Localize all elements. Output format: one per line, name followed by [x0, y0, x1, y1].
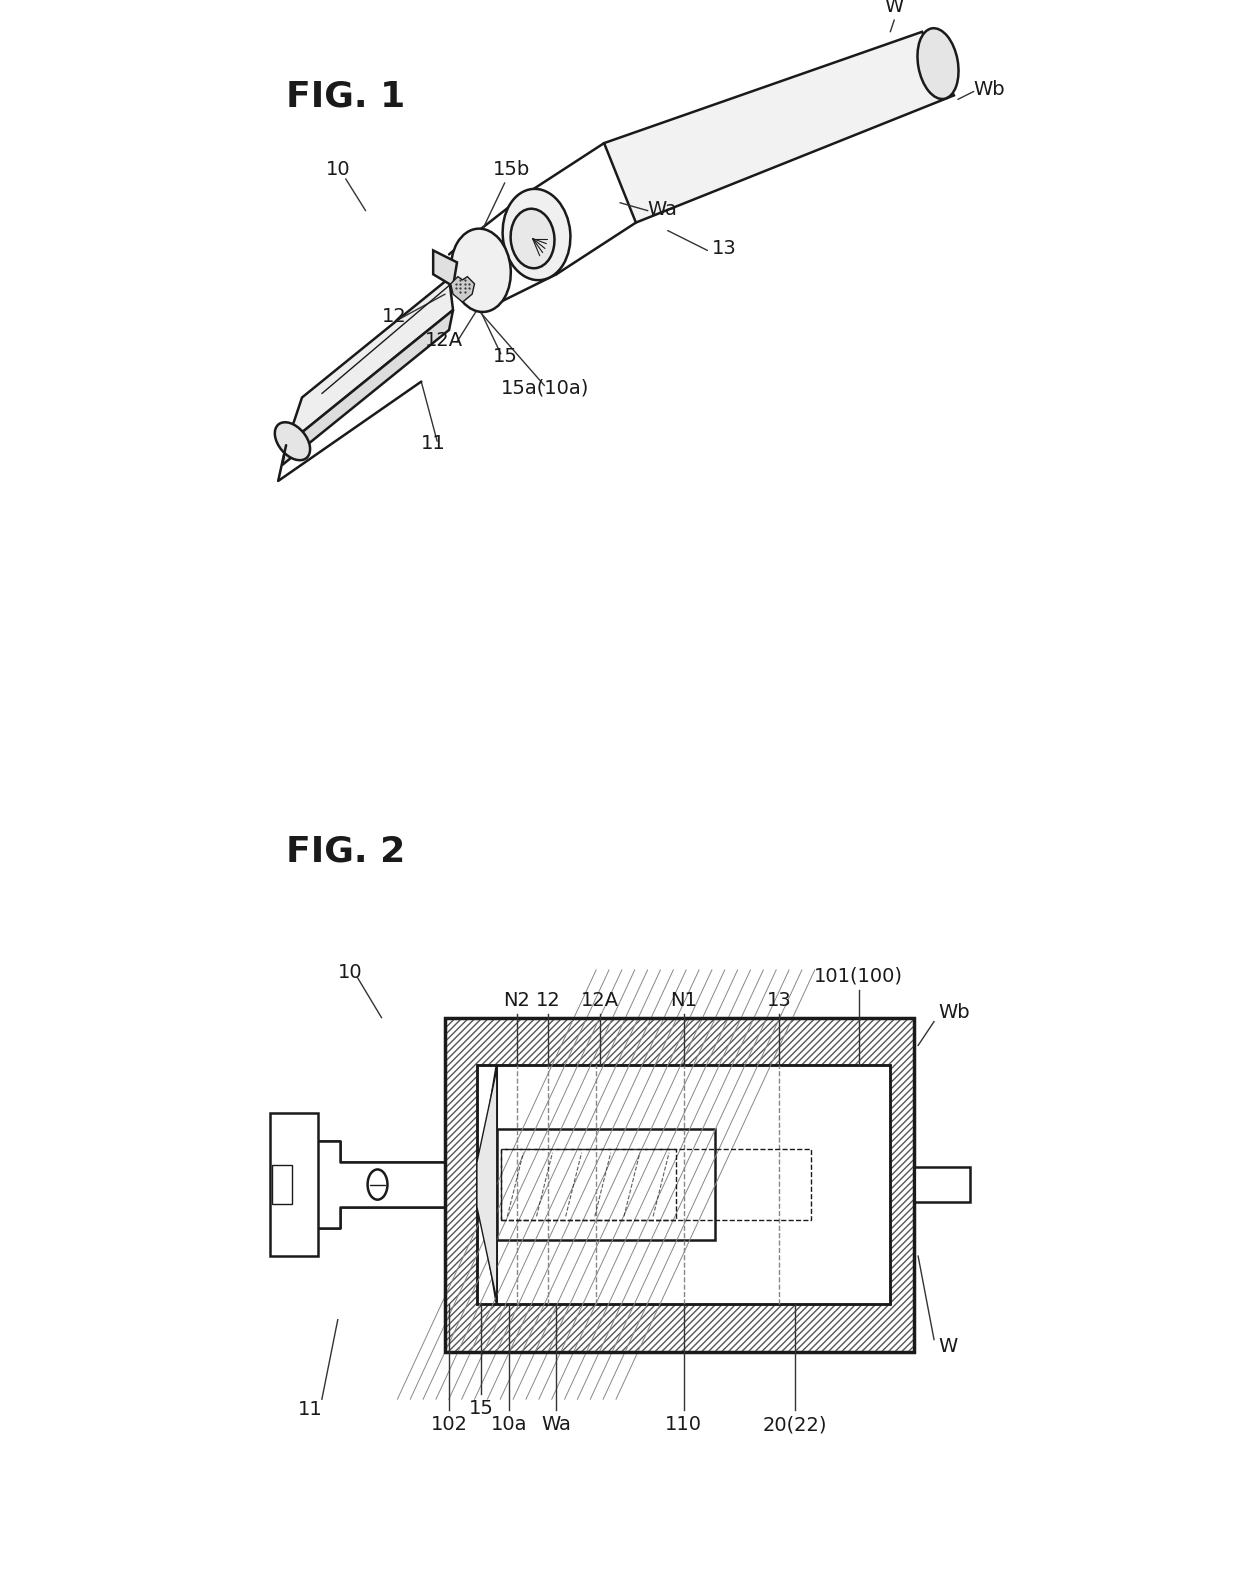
Text: 11: 11: [422, 434, 446, 453]
Text: Wb: Wb: [937, 1003, 970, 1022]
Text: 10: 10: [337, 964, 362, 983]
Ellipse shape: [502, 189, 570, 280]
Polygon shape: [477, 1068, 497, 1301]
Bar: [501, 1148, 811, 1221]
Text: FIG. 1: FIG. 1: [286, 80, 405, 113]
Text: Wa: Wa: [542, 1415, 572, 1434]
Text: 20(22): 20(22): [763, 1415, 827, 1434]
Bar: [477, 1065, 890, 1304]
Text: W: W: [884, 0, 904, 16]
Text: W: W: [937, 1337, 957, 1356]
Polygon shape: [604, 32, 954, 223]
Polygon shape: [286, 278, 453, 445]
Bar: [477, 1065, 890, 1304]
Text: N2: N2: [503, 991, 529, 1010]
Text: 110: 110: [665, 1415, 702, 1434]
Bar: [272, 1164, 291, 1205]
Text: FIG. 2: FIG. 2: [286, 835, 405, 868]
Polygon shape: [433, 250, 458, 286]
Text: Wa: Wa: [647, 200, 678, 219]
Text: 13: 13: [712, 240, 737, 259]
Text: 12: 12: [382, 307, 407, 326]
Polygon shape: [283, 310, 453, 466]
Text: Wb: Wb: [973, 81, 1006, 100]
Polygon shape: [477, 1065, 497, 1304]
Polygon shape: [317, 1142, 445, 1227]
Bar: [477, 1065, 890, 1304]
Text: 101(100): 101(100): [813, 967, 903, 986]
Text: 15: 15: [469, 1399, 494, 1418]
Bar: [497, 1129, 715, 1240]
Bar: [501, 1148, 676, 1221]
Ellipse shape: [367, 1170, 387, 1200]
Text: 10a: 10a: [491, 1415, 527, 1434]
Text: 12: 12: [536, 991, 560, 1010]
Text: 10: 10: [326, 161, 351, 180]
Ellipse shape: [451, 229, 511, 312]
Text: 12A: 12A: [425, 331, 464, 350]
Ellipse shape: [275, 423, 310, 460]
Text: 12A: 12A: [582, 991, 619, 1010]
Ellipse shape: [511, 208, 554, 269]
Text: 102: 102: [430, 1415, 467, 1434]
Text: 13: 13: [766, 991, 791, 1010]
Text: 15b: 15b: [492, 161, 529, 180]
Bar: [270, 1113, 317, 1256]
Bar: [445, 1018, 914, 1352]
Bar: [445, 1018, 914, 1352]
Text: 15a(10a): 15a(10a): [501, 378, 589, 398]
Bar: [914, 1167, 970, 1202]
Text: 15: 15: [492, 347, 517, 366]
Ellipse shape: [918, 29, 959, 99]
Polygon shape: [450, 277, 475, 302]
Text: 11: 11: [298, 1401, 322, 1420]
Text: N1: N1: [670, 991, 697, 1010]
Bar: [445, 1018, 914, 1352]
